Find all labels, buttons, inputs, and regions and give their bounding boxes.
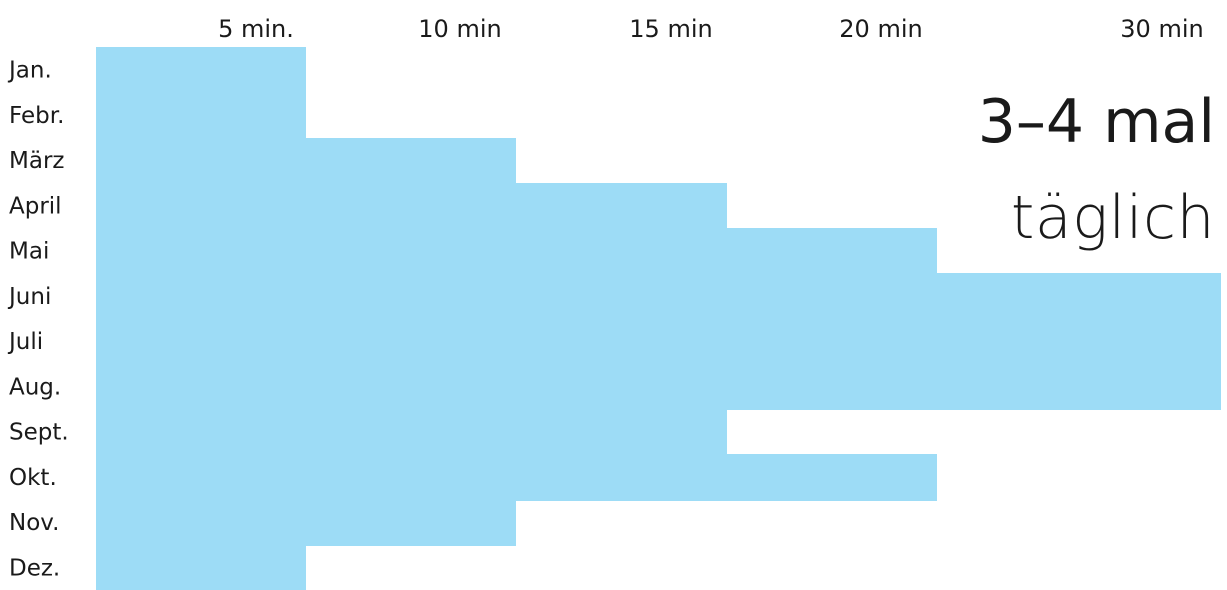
bar	[96, 138, 516, 184]
x-tick-label: 10 min	[418, 15, 501, 43]
month-label: Febr.	[9, 103, 64, 129]
bar	[96, 319, 1221, 365]
bar	[96, 47, 306, 93]
month-labels: Jan. Febr. März April Mai Juni Juli Aug. Sept. Ok…	[7, 58, 69, 582]
bar	[96, 500, 516, 546]
bar	[96, 364, 1221, 410]
bar	[96, 409, 727, 455]
frequency-annotation-period: täglich	[1010, 183, 1215, 253]
x-tick-label: 5 min.	[218, 15, 294, 43]
x-tick-label: 30 min	[1120, 15, 1203, 43]
month-label: Juni	[7, 284, 51, 310]
month-label: Okt.	[9, 465, 57, 491]
bar	[96, 273, 1221, 320]
bar	[96, 454, 937, 501]
month-label: Aug.	[9, 374, 61, 400]
x-tick-label: 20 min	[839, 15, 922, 43]
x-tick-label: 15 min	[629, 15, 712, 43]
frequency-annotation-amount: 3–4 mal	[977, 87, 1215, 157]
bar	[96, 183, 727, 229]
month-label: Nov.	[9, 510, 59, 536]
bar	[96, 228, 937, 274]
bar	[96, 92, 306, 139]
month-label: April	[9, 193, 62, 219]
month-label: Juli	[7, 329, 43, 355]
month-label: Sept.	[9, 420, 69, 446]
month-label: Jan.	[7, 58, 52, 84]
x-axis-tick-labels: 5 min. 10 min 15 min 20 min 30 min	[218, 15, 1204, 43]
month-label: März	[9, 148, 64, 174]
bars	[96, 47, 1221, 590]
bar	[96, 545, 306, 590]
month-label: Mai	[9, 239, 49, 265]
month-label: Dez.	[9, 555, 60, 581]
